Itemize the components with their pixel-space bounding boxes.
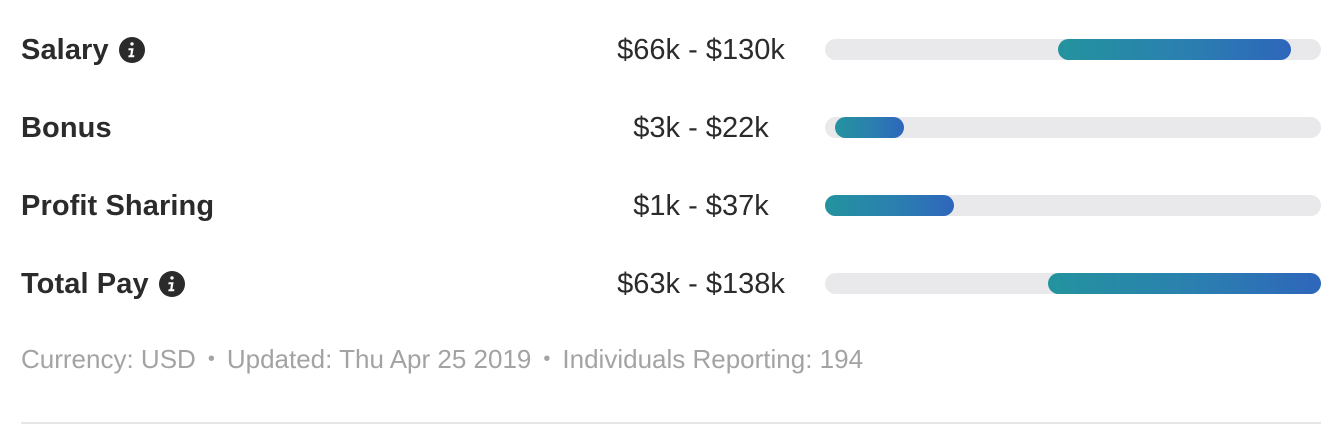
row-label-text: Profit Sharing <box>21 189 215 222</box>
range-bar-track <box>825 117 1321 138</box>
pay-row-total-pay: Total Pay $63k - $138k <box>21 245 1321 323</box>
range-bar-track <box>825 273 1321 294</box>
updated-text: Updated: Thu Apr 25 2019 <box>226 344 532 374</box>
meta-separator: • <box>543 348 551 370</box>
range-bar-fill <box>825 195 954 216</box>
pay-row-bonus: Bonus $3k - $22k <box>21 89 1321 167</box>
currency-text: Currency: USD <box>21 344 196 374</box>
pay-row-profit-sharing: Profit Sharing $1k - $37k <box>21 167 1321 245</box>
row-label: Salary <box>21 11 145 89</box>
section-divider <box>21 422 1321 424</box>
info-icon[interactable] <box>158 271 185 297</box>
range-bar-track <box>825 39 1321 60</box>
row-range-value: $1k - $37k <box>633 189 769 222</box>
row-label: Bonus <box>21 89 112 167</box>
info-icon[interactable] <box>118 37 145 63</box>
range-bar-fill <box>1058 39 1292 60</box>
row-range-value: $63k - $138k <box>617 267 785 300</box>
row-range-value: $66k - $130k <box>617 33 785 66</box>
row-label: Total Pay <box>21 245 185 323</box>
range-bar-fill <box>834 117 905 138</box>
row-label-text: Bonus <box>21 111 112 144</box>
pay-row-salary: Salary $66k - $130k <box>21 11 1321 89</box>
meta-info-line: Currency: USD • Updated: Thu Apr 25 2019… <box>21 344 863 375</box>
range-bar-track <box>825 195 1321 216</box>
row-label-text: Total Pay <box>21 267 149 300</box>
row-range-value: $3k - $22k <box>633 111 769 144</box>
range-bar-fill <box>1048 273 1321 294</box>
row-label: Profit Sharing <box>21 167 214 245</box>
row-label-text: Salary <box>21 33 109 66</box>
pay-range-table: Salary $66k - $130k Bonus $3k - $22k Pro… <box>21 11 1321 323</box>
individuals-reporting-text: Individuals Reporting: 194 <box>562 344 864 374</box>
meta-separator: • <box>207 348 215 370</box>
